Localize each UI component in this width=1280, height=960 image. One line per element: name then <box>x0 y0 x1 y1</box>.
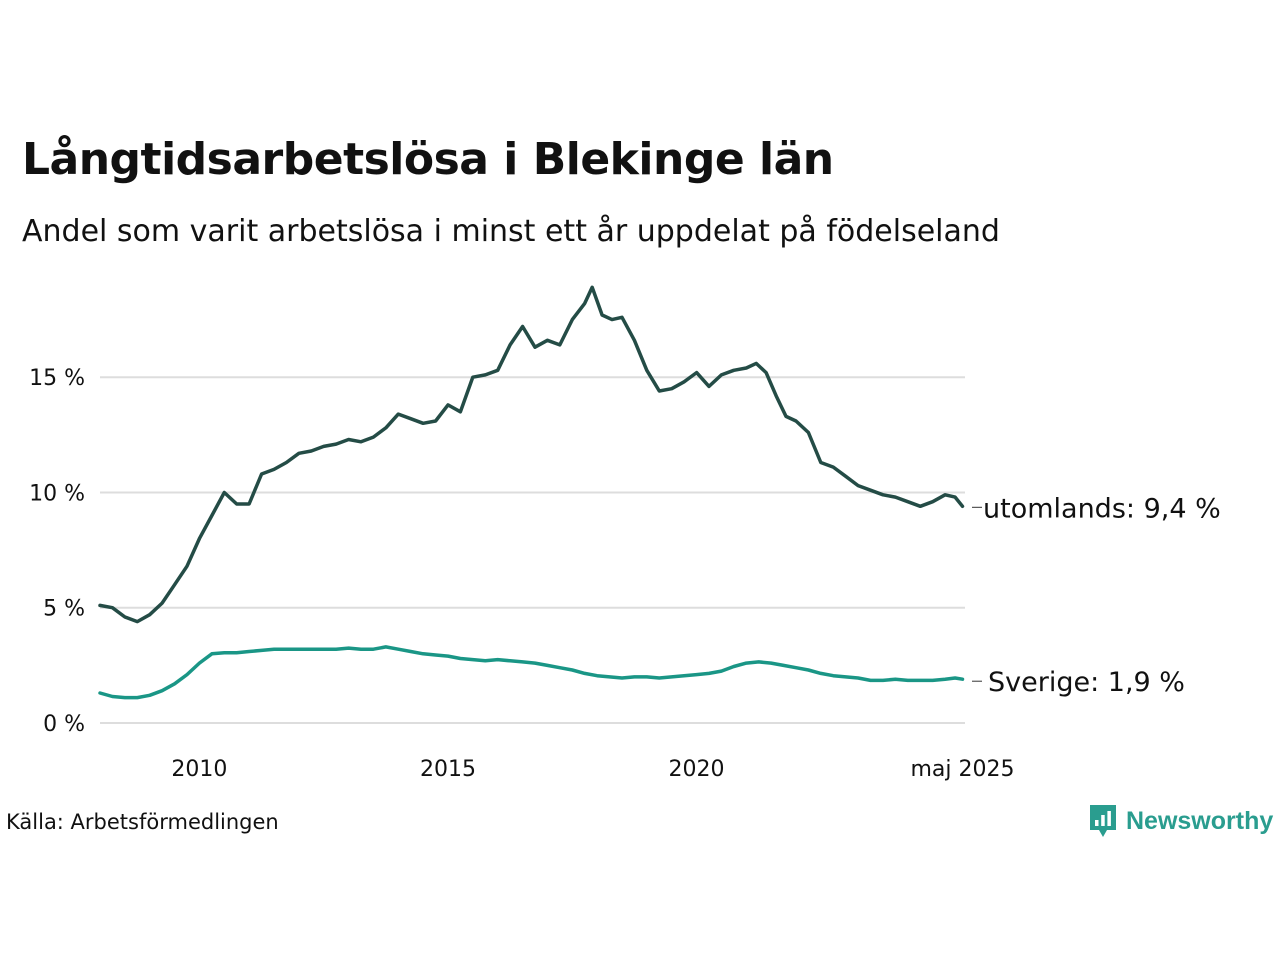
y-axis-ticks: 0 % 5 % 10 % 15 % <box>29 366 85 737</box>
newsworthy-logo-icon <box>1090 805 1116 837</box>
y-tick-label: 15 % <box>29 366 85 391</box>
x-tick-label: 2015 <box>420 757 476 782</box>
chart-subtitle: Andel som varit arbetslösa i minst ett å… <box>22 214 1000 249</box>
end-labels: utomlands: 9,4 % Sverige: 1,9 % <box>972 493 1221 698</box>
x-tick-label: 2010 <box>171 757 227 782</box>
series-line-sverige <box>98 645 965 700</box>
brand-name: Newsworthy <box>1126 806 1274 835</box>
end-label-utomlands: utomlands: 9,4 % <box>983 493 1221 524</box>
source-note: Källa: Arbetsförmedlingen <box>6 810 279 834</box>
gridlines <box>100 376 965 724</box>
series-lines <box>98 285 965 700</box>
y-tick-label: 0 % <box>43 712 85 737</box>
line-chart: 0 % 5 % 10 % 15 % 2010 2015 2020 maj 2025 utom… <box>29 285 1221 782</box>
end-label-sverige: Sverige: 1,9 % <box>988 667 1185 698</box>
y-tick-label: 10 % <box>29 481 85 506</box>
x-tick-label: 2020 <box>669 757 725 782</box>
series-line-utomlands <box>98 285 965 624</box>
chart-title: Långtidsarbetslösa i Blekinge län <box>22 134 834 185</box>
y-tick-label: 5 % <box>43 597 85 622</box>
x-axis-ticks: 2010 2015 2020 maj 2025 <box>171 757 1014 782</box>
x-tick-label: maj 2025 <box>911 757 1015 782</box>
brand-logo: Newsworthy <box>1088 803 1273 839</box>
